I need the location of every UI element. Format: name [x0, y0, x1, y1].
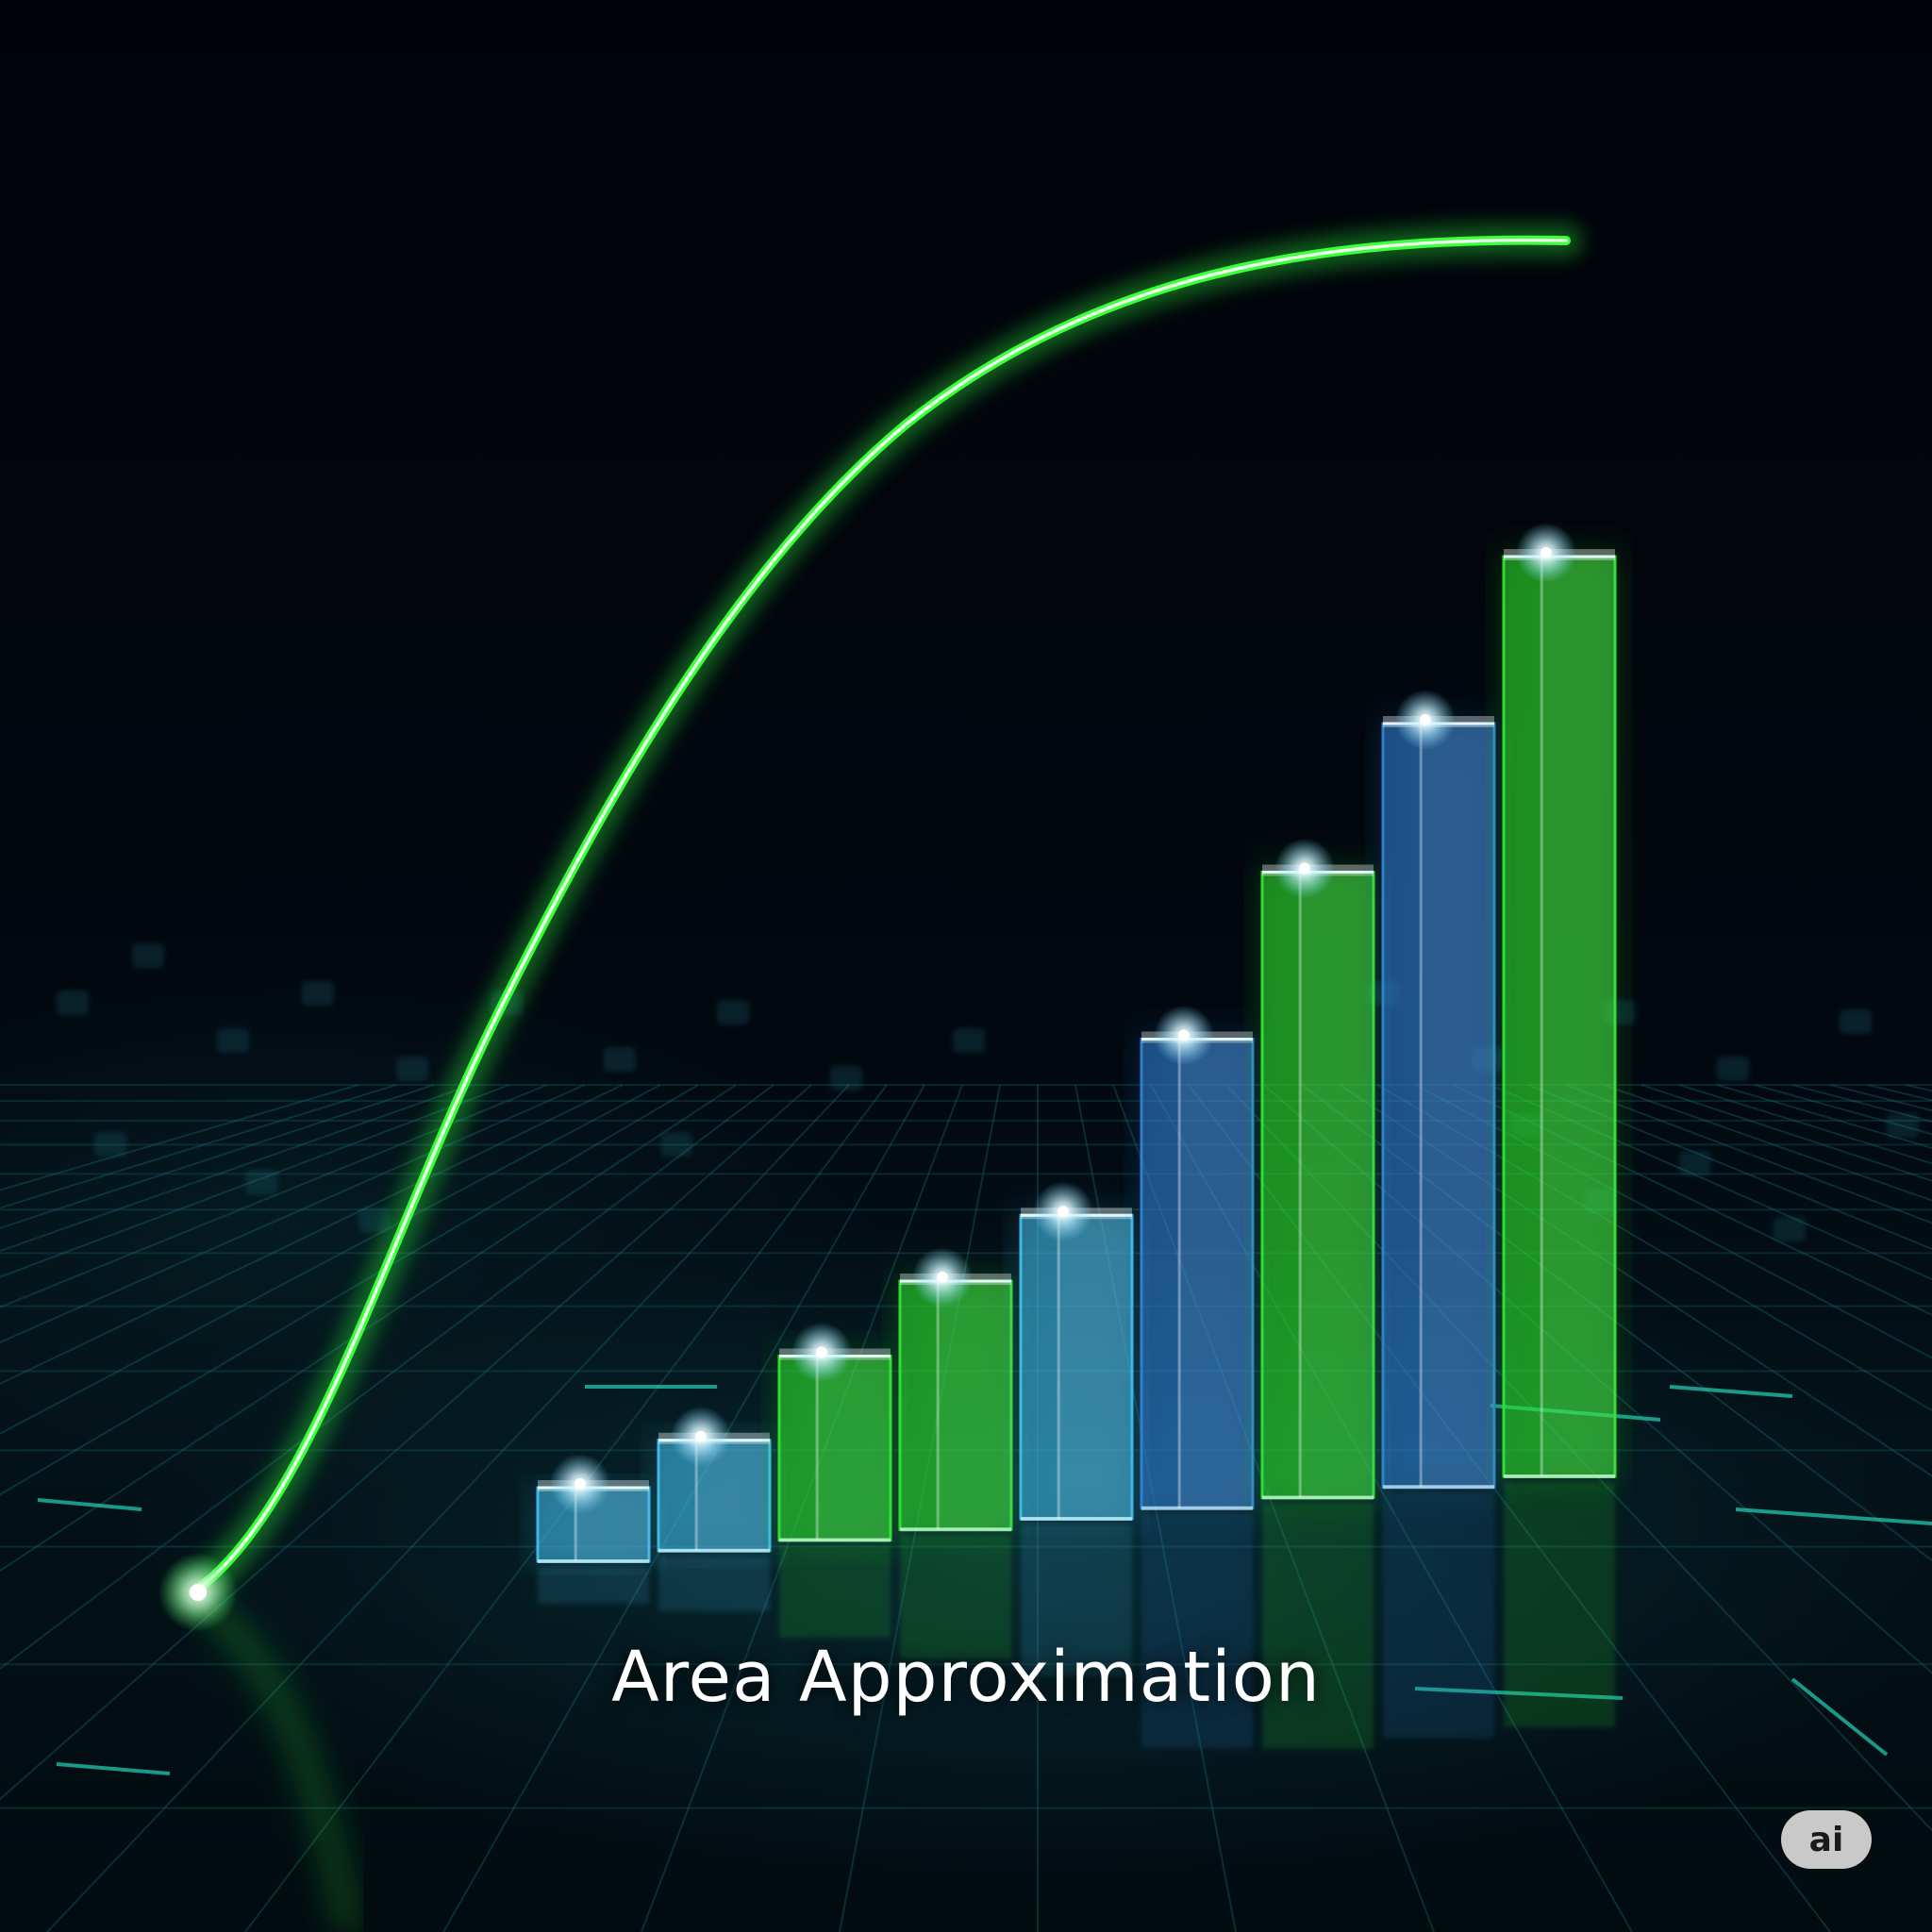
grid-accent: [56, 1762, 171, 1775]
grid-accent: [1669, 1385, 1793, 1398]
bar: [1136, 1005, 1258, 1749]
bars-group: [532, 523, 1621, 1749]
grid-accent: [1735, 1507, 1932, 1525]
bar: [774, 1322, 896, 1638]
grid-accent: [1790, 1677, 1889, 1757]
bar: [894, 1247, 1017, 1659]
bar: [1498, 523, 1621, 1727]
bar: [532, 1454, 655, 1604]
bar: [1015, 1181, 1138, 1676]
bar: [1257, 838, 1379, 1749]
grid-accent: [37, 1498, 142, 1511]
scene-title: Area Approximation: [611, 1637, 1321, 1718]
ai-badge: ai: [1781, 1810, 1872, 1869]
glow-curve: [158, 224, 1582, 1932]
bar: [653, 1406, 775, 1612]
bar: [1377, 690, 1500, 1739]
